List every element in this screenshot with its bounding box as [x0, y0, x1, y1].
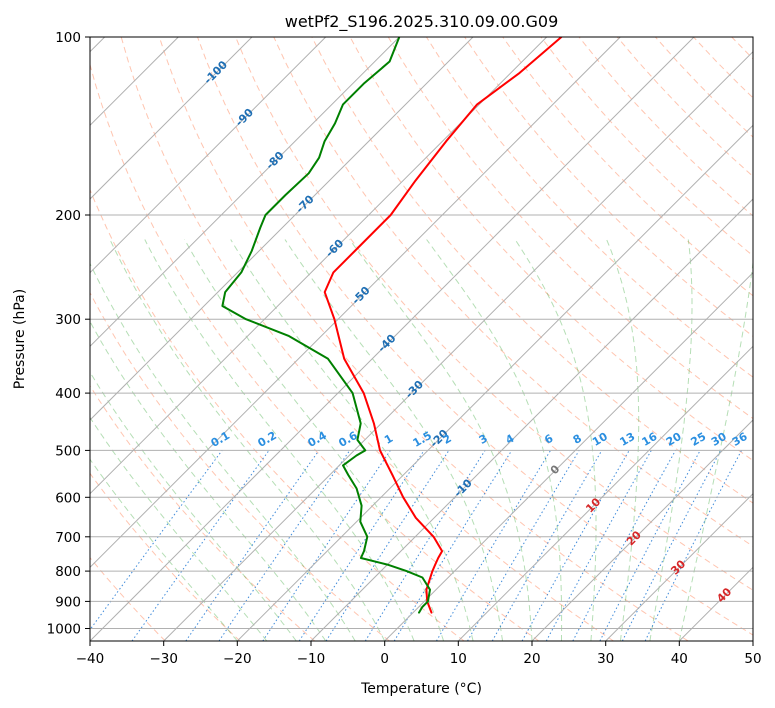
mixing-ratio-line	[262, 450, 391, 641]
moist-adiabat	[426, 239, 563, 641]
isotherm-line	[310, 198, 753, 641]
dry-adiabat	[235, 37, 753, 591]
mixing-ratio-line	[572, 450, 676, 641]
x-tick-label: −30	[149, 651, 178, 667]
y-axis: 100 200 300 400 500 600 700 800 900 1000	[47, 30, 90, 638]
dry-adiabat	[90, 472, 241, 641]
moist-adiabat	[90, 320, 327, 641]
plot-area	[90, 37, 753, 641]
x-tick-label: −10	[297, 651, 326, 667]
dry-adiabat	[464, 37, 753, 337]
dry-adiabat	[349, 37, 753, 462]
isotherm-line	[384, 271, 753, 641]
dry-adiabat	[311, 37, 753, 504]
dry-adiabat	[90, 291, 390, 641]
mixing-ratio-line	[393, 450, 513, 641]
isotherm-line	[752, 640, 753, 641]
profile-series	[221, 37, 563, 614]
dry-adiabat	[770, 37, 775, 641]
temperature-profile	[323, 37, 563, 614]
x-axis: −40 −30 −20 −10 0 10 20 30 40 50	[76, 641, 762, 667]
moist-adiabat	[349, 239, 533, 641]
mixing-ratio-line	[218, 450, 351, 641]
mixing-ratio-line	[621, 450, 722, 641]
mixing-ratio-line	[185, 450, 320, 641]
dry-adiabat	[387, 37, 753, 420]
chart-title: wetPf2_S196.2025.310.09.00.G09	[285, 12, 559, 32]
dry-adiabat	[120, 37, 614, 641]
plot-frame	[89, 36, 754, 642]
x-tick-label: −20	[223, 651, 252, 667]
isotherm-line	[531, 419, 753, 641]
isotherm-line	[90, 37, 400, 348]
mixing-ratio-line	[325, 450, 450, 641]
x-tick-label: 50	[744, 651, 761, 667]
dry-adiabat	[425, 37, 753, 378]
moist-adiabat	[678, 258, 753, 641]
mixing-ratio-line	[521, 450, 630, 641]
moist-adiabat	[184, 239, 445, 641]
y-tick-label: 700	[55, 530, 81, 546]
dry-adiabat	[158, 37, 689, 641]
y-tick-label: 200	[55, 208, 81, 224]
isotherm-line	[90, 37, 621, 569]
isotherm-line	[90, 37, 253, 200]
moist-adiabat	[109, 239, 386, 641]
y-tick-label: 1000	[47, 622, 81, 638]
isotherm-lines	[90, 37, 753, 641]
isotherm-line	[605, 492, 753, 641]
y-tick-label: 300	[55, 312, 81, 328]
isotherm-line	[90, 37, 548, 495]
mixing-ratio-line	[90, 450, 223, 631]
y-tick-label: 500	[55, 443, 81, 459]
moist-adiabat	[90, 262, 356, 641]
isotherm-line	[90, 37, 474, 421]
y-tick-label: 600	[55, 490, 81, 506]
dry-adiabat	[90, 384, 316, 641]
isotherm-line	[90, 37, 695, 641]
dry-adiabat	[90, 62, 540, 641]
x-tick-label: 30	[597, 651, 614, 667]
dry-adiabat	[502, 37, 753, 297]
moist-adiabat	[606, 239, 640, 641]
isotherm-line	[90, 37, 327, 274]
moist-adiabats	[90, 239, 753, 641]
mixing-ratio-line	[545, 450, 652, 641]
x-axis-label: Temperature (°C)	[360, 681, 482, 697]
dry-adiabat	[90, 188, 465, 641]
moist-adiabat	[284, 239, 503, 641]
y-tick-label: 100	[55, 30, 81, 46]
y-tick-label: 400	[55, 386, 81, 402]
x-tick-label: −40	[76, 651, 105, 667]
x-tick-label: 0	[380, 651, 389, 667]
y-axis-label: Pressure (hPa)	[12, 289, 28, 389]
isotherm-line	[236, 124, 753, 641]
mixing-ratio-line	[644, 450, 742, 641]
y-tick-label: 900	[55, 594, 81, 610]
x-tick-label: 20	[523, 651, 540, 667]
y-tick-label: 800	[55, 564, 81, 580]
isotherm-line	[457, 345, 753, 641]
moist-adiabat	[649, 239, 693, 641]
dry-adiabat	[273, 37, 753, 547]
mixing-ratio-line	[298, 450, 425, 641]
isotherm-line	[163, 50, 753, 641]
dewpoint-profile	[221, 37, 431, 614]
x-tick-label: 40	[671, 651, 688, 667]
isobar-gridlines	[90, 37, 753, 629]
moist-adiabat	[144, 239, 415, 641]
x-tick-label: 10	[450, 651, 467, 667]
